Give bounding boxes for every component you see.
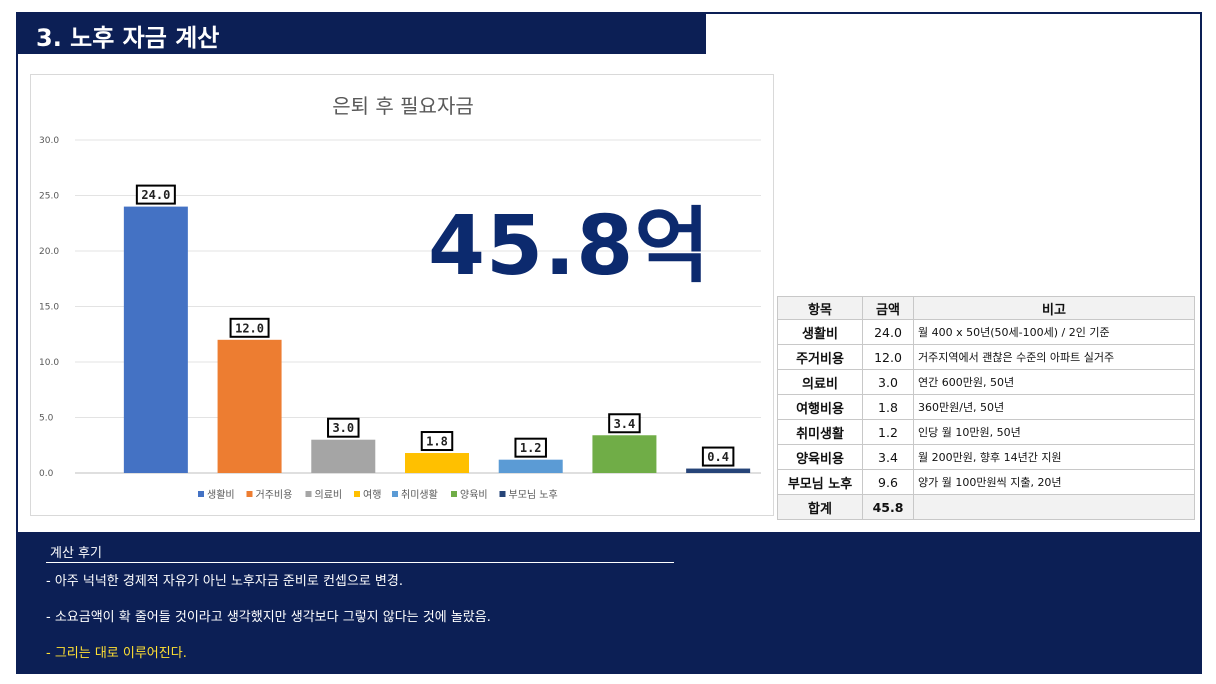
row-item: 양육비용 [777, 444, 863, 470]
data-label: 3.4 [614, 417, 636, 431]
y-tick-label: 15.0 [39, 303, 59, 313]
legend-swatch [198, 491, 204, 497]
legend-label: 생활비 [207, 488, 235, 501]
notes-divider [46, 562, 674, 563]
bar-취미생활 [498, 459, 563, 473]
row-note: 월 200만원, 향후 14년간 지원 [913, 444, 1195, 470]
row-item: 주거비용 [777, 344, 863, 370]
row-note: 거주지역에서 괜찮은 수준의 아파트 실거주 [913, 344, 1195, 370]
legend-label: 양육비 [460, 489, 488, 501]
data-label-box [327, 417, 360, 438]
table-row: 취미생활 1.2 인당 월 10만원, 50년 [777, 419, 1195, 445]
data-label-box [420, 431, 454, 452]
row-amount: 1.2 [862, 419, 914, 445]
row-note: 인당 월 10만원, 50년 [913, 419, 1195, 445]
total-amount-display: 45.8억 [428, 199, 711, 294]
legend-label: 의료비 [315, 489, 343, 501]
legend-label: 여행 [363, 489, 381, 501]
header-note: 비고 [913, 296, 1195, 320]
notes-panel: 계산 후기 - 아주 넉넉한 경제적 자유가 아닌 노후자금 준비로 컨셉으로 … [16, 532, 1202, 674]
row-amount: 3.0 [862, 369, 914, 395]
total-label: 합계 [777, 494, 863, 520]
table-row: 생활비 24.0 월 400 x 50년(50세-100세) / 2인 기준 [777, 319, 1195, 345]
legend-swatch [354, 491, 360, 497]
bar-의료비 [311, 439, 376, 473]
header-amount: 금액 [862, 296, 914, 320]
row-item: 부모님 노후 [777, 469, 863, 495]
bar-여행 [405, 453, 469, 473]
legend-label: 거주비용 [256, 489, 293, 501]
y-tick-label: 25.0 [39, 192, 59, 202]
legend-label: 취미생활 [401, 488, 438, 501]
total-note [913, 494, 1195, 520]
table-total-row: 합계 45.8 [777, 494, 1195, 520]
data-label: 3.0 [332, 421, 354, 435]
data-label: 24.0 [141, 188, 170, 202]
row-item: 취미생활 [777, 419, 863, 445]
row-item: 여행비용 [777, 394, 863, 420]
legend-label: 부모님 노후 [509, 489, 558, 501]
table-row: 양육비용 3.4 월 200만원, 향후 14년간 지원 [777, 444, 1195, 470]
table-row: 주거비용 12.0 거주지역에서 괜찮은 수준의 아파트 실거주 [777, 344, 1195, 370]
table-row: 의료비 3.0 연간 600만원, 50년 [777, 369, 1195, 395]
table-header-row: 항목 금액 비고 [777, 296, 1195, 320]
slide-title: 3. 노후 자금 계산 [36, 24, 220, 52]
note-line: - 소요금액이 확 줄어들 것이라고 생각했지만 생각보다 그렇지 않다는 것에… [46, 610, 491, 625]
data-label-box [608, 413, 641, 434]
data-label-box [514, 437, 547, 458]
data-label: 12.0 [235, 321, 264, 335]
y-tick-label: 5.0 [39, 414, 54, 424]
row-amount: 3.4 [862, 444, 914, 470]
bar-거주비용 [217, 339, 282, 473]
note-line-highlight: - 그리는 대로 이루어진다. [46, 646, 187, 661]
bar-생활비 [123, 206, 188, 473]
row-note: 360만원/년, 50년 [913, 394, 1195, 420]
row-note: 양가 월 100만원씩 지출, 20년 [913, 469, 1195, 495]
data-label-box [701, 446, 735, 467]
data-label-box [135, 184, 176, 205]
header-item: 항목 [777, 296, 863, 320]
row-amount: 24.0 [862, 319, 914, 345]
data-label: 1.8 [426, 435, 448, 449]
legend-swatch [305, 491, 312, 497]
row-amount: 12.0 [862, 344, 914, 370]
bar-양육비 [592, 435, 657, 473]
row-note: 연간 600만원, 50년 [913, 369, 1195, 395]
note-line: - 아주 넉넉한 경제적 자유가 아닌 노후자금 준비로 컨셉으로 변경. [46, 574, 403, 589]
legend-swatch [246, 491, 253, 497]
row-note: 월 400 x 50년(50세-100세) / 2인 기준 [913, 319, 1195, 345]
y-tick-label: 30.0 [39, 136, 59, 146]
data-label-box [229, 317, 270, 338]
y-tick-label: 20.0 [39, 247, 59, 257]
table-row: 부모님 노후 9.6 양가 월 100만원씩 지출, 20년 [777, 469, 1195, 495]
table-row: 여행비용 1.8 360만원/년, 50년 [777, 394, 1195, 420]
legend-swatch [451, 491, 457, 497]
y-tick-label: 0.0 [39, 469, 54, 479]
data-label: 0.4 [707, 450, 729, 464]
chart-container: 은퇴 후 필요자금 0.0 5.0 10.0 15.0 20.0 25.0 30.0 24.0 1… [30, 74, 774, 516]
bar-부모님 노후 [686, 468, 751, 473]
total-amount: 45.8 [862, 494, 914, 520]
row-amount: 1.8 [862, 394, 914, 420]
bar-chart: 은퇴 후 필요자금 0.0 5.0 10.0 15.0 20.0 25.0 30.0 24.0 1… [39, 94, 761, 501]
legend-swatch [499, 491, 506, 497]
row-item: 의료비 [777, 369, 863, 395]
chart-title: 은퇴 후 필요자금 [332, 94, 474, 118]
notes-heading: 계산 후기 [50, 546, 102, 561]
data-label: 1.2 [520, 441, 542, 455]
y-tick-label: 10.0 [39, 358, 59, 368]
row-item: 생활비 [777, 319, 863, 345]
title-bar: 3. 노후 자금 계산 [18, 14, 706, 54]
legend-swatch [392, 491, 398, 497]
row-amount: 9.6 [862, 469, 914, 495]
cost-table: 항목 금액 비고 생활비 24.0 월 400 x 50년(50세-100세) … [777, 296, 1195, 520]
